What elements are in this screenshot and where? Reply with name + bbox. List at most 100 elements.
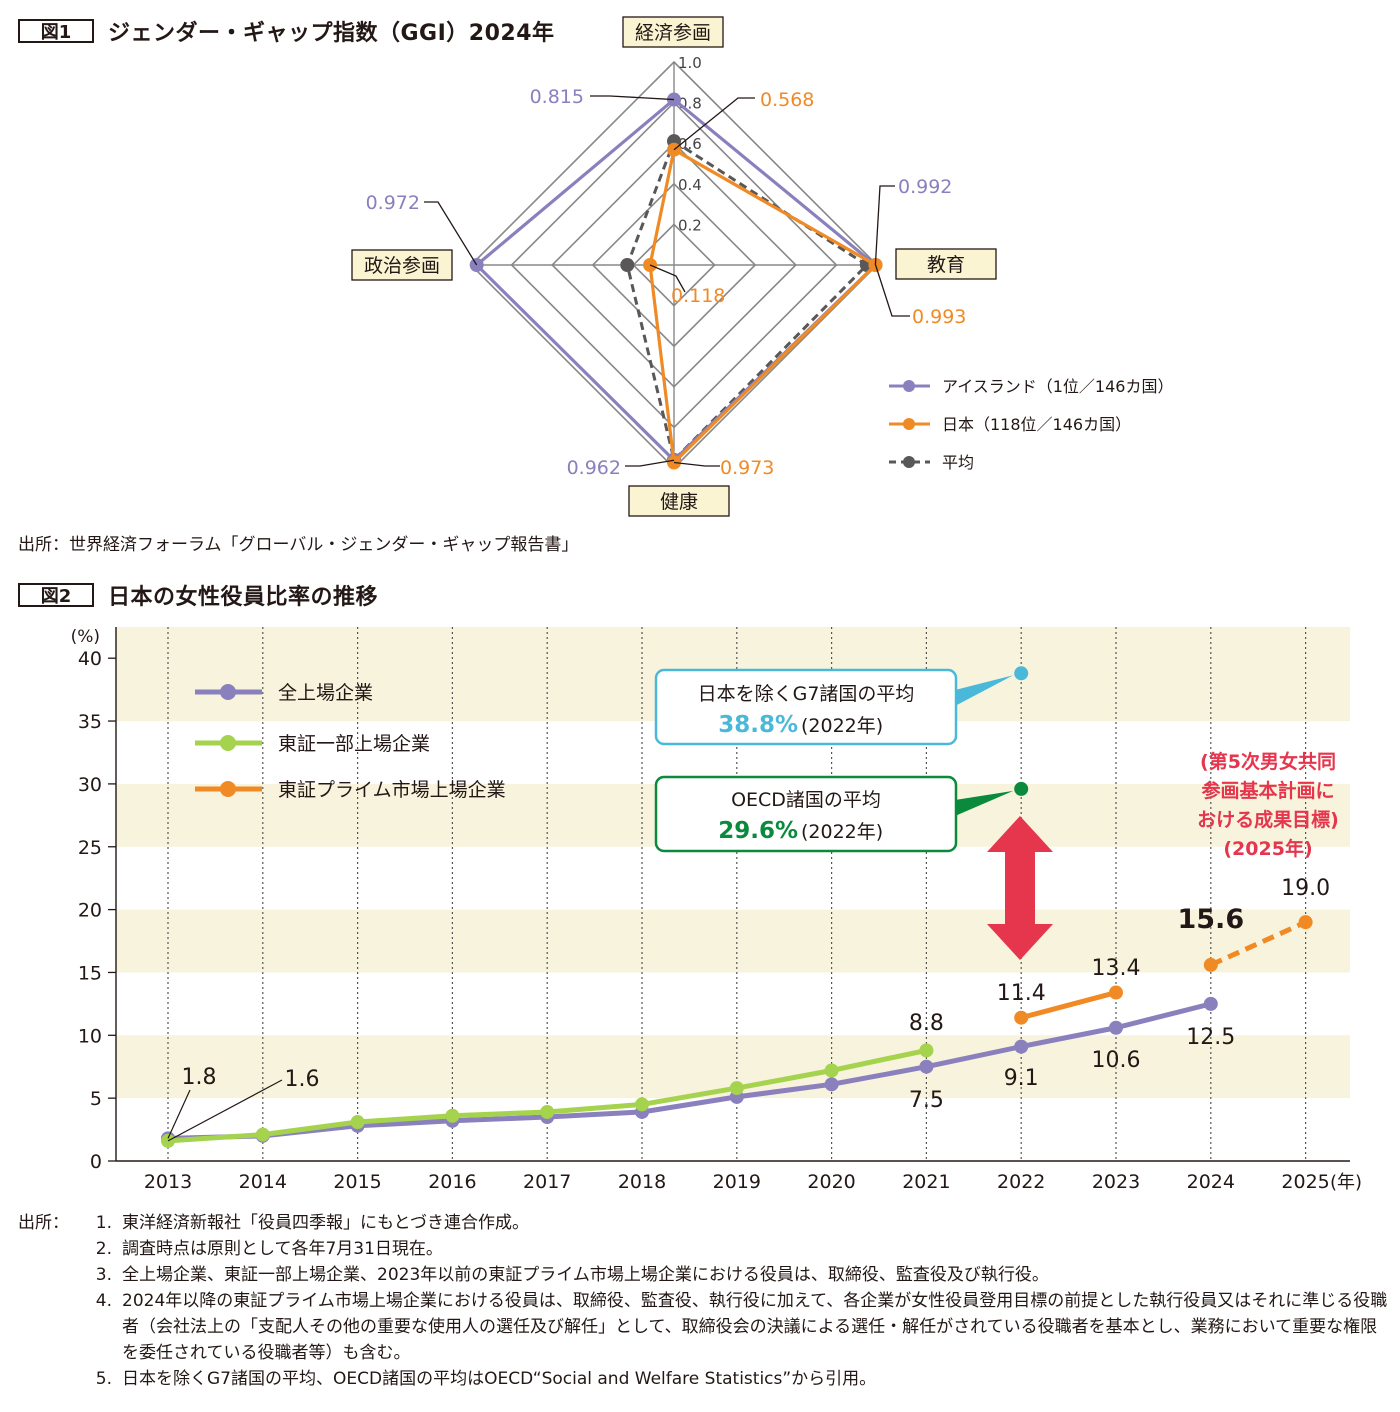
target-note: (第5次男女共同 <box>1200 750 1336 773</box>
callout-box <box>654 668 958 746</box>
note-number: 4. <box>95 1291 112 1311</box>
plot-band <box>116 627 1350 659</box>
legend-marker <box>220 735 236 751</box>
x-tick-label: 2020 <box>807 1171 855 1193</box>
radar-chart: 0.20.40.60.81.00.815 0.5680.9920.9930.962… <box>351 16 1173 517</box>
series-point <box>350 1115 365 1130</box>
radar-scale-label: 0.2 <box>678 216 702 234</box>
legend-label: 東証一部上場企業 <box>278 733 430 755</box>
radar-leader-line <box>673 97 755 151</box>
note-row: 3. 全上場企業、東証一部上場企業、2023年以前の東証プライム市場上場企業にお… <box>18 1262 1388 1288</box>
y-tick-label: 20 <box>78 900 102 922</box>
radar-value-label: 0.973 <box>720 457 774 479</box>
radar-axis-label-box <box>351 249 453 281</box>
legend-label: 東証プライム市場上場企業 <box>278 779 506 801</box>
figure1-label: 図1 <box>18 19 94 43</box>
legend-label: 全上場企業 <box>278 682 373 704</box>
y-tick-label: 15 <box>78 962 102 984</box>
x-tick-label: 2023 <box>1092 1171 1140 1193</box>
x-tick-label: 2021 <box>902 1171 950 1193</box>
radar-legend-marker <box>903 418 915 430</box>
y-tick-label: 10 <box>78 1025 102 1047</box>
figure1-source: 出所：世界経済フォーラム「グローバル・ジェンダー・ギャップ報告書」 <box>18 535 579 555</box>
note-number: 1. <box>95 1213 112 1233</box>
series-line <box>1020 990 1117 1021</box>
x-tick-label: 2014 <box>239 1171 287 1193</box>
data-label: 9.1 <box>1004 1066 1039 1091</box>
reference-point <box>1014 781 1029 796</box>
x-tick-label: 2022 <box>997 1171 1045 1193</box>
callout-title: 日本を除くG7諸国の平均 <box>698 683 915 705</box>
radar-scale-label: 0.6 <box>678 135 702 153</box>
radar-leader-line <box>673 461 720 467</box>
y-tick-label: 30 <box>78 774 102 796</box>
note-row: 4. 2024年以降の東証プライム市場上場企業における役員は、取締役、監査役、執… <box>18 1288 1388 1366</box>
figure1-title: ジェンダー・ギャップ指数（GGI）2024年 <box>108 21 555 46</box>
series-point <box>919 1059 934 1074</box>
radar-leader-line <box>649 264 686 293</box>
legend-marker <box>220 684 236 700</box>
series-point <box>919 1043 934 1058</box>
radar-legend-label: 平均 <box>942 453 974 472</box>
notes-lead: 出所： <box>18 1213 69 1233</box>
callout-box <box>654 775 958 853</box>
radar-series-line <box>625 138 870 463</box>
note-row: 出所： 1. 東洋経済新報社「役員四季報」にもとづき連合作成。 <box>18 1210 1388 1236</box>
series-point <box>540 1104 555 1119</box>
x-tick-label: 2015 <box>333 1171 381 1193</box>
data-label: 8.8 <box>909 1011 944 1036</box>
radar-scale-label: 0.4 <box>678 176 702 194</box>
radar-leader-line <box>874 264 910 317</box>
series-point <box>1109 1020 1123 1035</box>
series-point <box>1298 915 1313 930</box>
radar-axis-label-box <box>628 485 730 517</box>
data-label: 11.4 <box>997 981 1046 1006</box>
reference-point <box>1014 666 1029 681</box>
radar-leader-line <box>874 185 895 266</box>
note-text: 東洋経済新報社「役員四季報」にもとづき連合作成。 <box>122 1213 529 1233</box>
gap-double-arrow <box>987 816 1053 960</box>
radar-value-label: 0.972 <box>366 192 420 214</box>
legend-marker <box>220 781 236 797</box>
radar-axis-label: 健康 <box>660 491 698 513</box>
series-point <box>1014 1039 1029 1054</box>
note-number: 2. <box>95 1239 112 1259</box>
series-point <box>824 1077 839 1092</box>
radar-point <box>620 258 635 272</box>
note-number: 3. <box>95 1265 112 1285</box>
callout-year: (2022年) <box>801 715 883 737</box>
radar-value-label: 0.992 <box>898 176 952 198</box>
note-text: 2024年以降の東証プライム市場上場企業における役員は、取締役、監査役、執行役に… <box>122 1291 1388 1363</box>
series-point <box>1203 996 1218 1011</box>
figure2-notes: 出所： 1. 東洋経済新報社「役員四季報」にもとづき連合作成。 2. 調査時点は… <box>18 1210 1388 1392</box>
callout-value: 38.8% <box>718 712 798 738</box>
x-tick-label: 2025 <box>1281 1171 1329 1193</box>
series-point <box>1109 985 1123 1000</box>
series-point <box>729 1081 744 1096</box>
series-point <box>1014 1010 1029 1025</box>
radar-scale-label: 1.0 <box>678 54 702 72</box>
series-line <box>167 1001 1212 1141</box>
x-tick-label: 2024 <box>1187 1171 1235 1193</box>
plot-band <box>116 909 1350 973</box>
y-tick-label: 0 <box>90 1151 102 1173</box>
y-unit-label: (%) <box>71 627 100 647</box>
data-label: 1.6 <box>285 1067 320 1092</box>
radar-axis-label: 経済参画 <box>635 22 711 44</box>
series-point <box>255 1127 270 1142</box>
radar-axis-label-box <box>895 248 997 280</box>
figure2-title: 日本の女性役員比率の推移 <box>108 585 379 610</box>
data-label: 15.6 <box>1177 904 1244 935</box>
callout-pointer <box>955 790 1014 816</box>
radar-legend-marker <box>903 380 915 392</box>
x-tick-label: 2019 <box>713 1171 761 1193</box>
y-tick-label: 35 <box>78 711 102 733</box>
radar-axis-label: 政治参画 <box>364 255 440 277</box>
x-tick-label: 2018 <box>618 1171 666 1193</box>
data-label: 10.6 <box>1092 1048 1141 1073</box>
x-tick-label: 2016 <box>428 1171 476 1193</box>
data-label: 1.8 <box>182 1065 217 1090</box>
callout-pointer <box>955 675 1014 706</box>
callout-year: (2022年) <box>801 821 883 843</box>
